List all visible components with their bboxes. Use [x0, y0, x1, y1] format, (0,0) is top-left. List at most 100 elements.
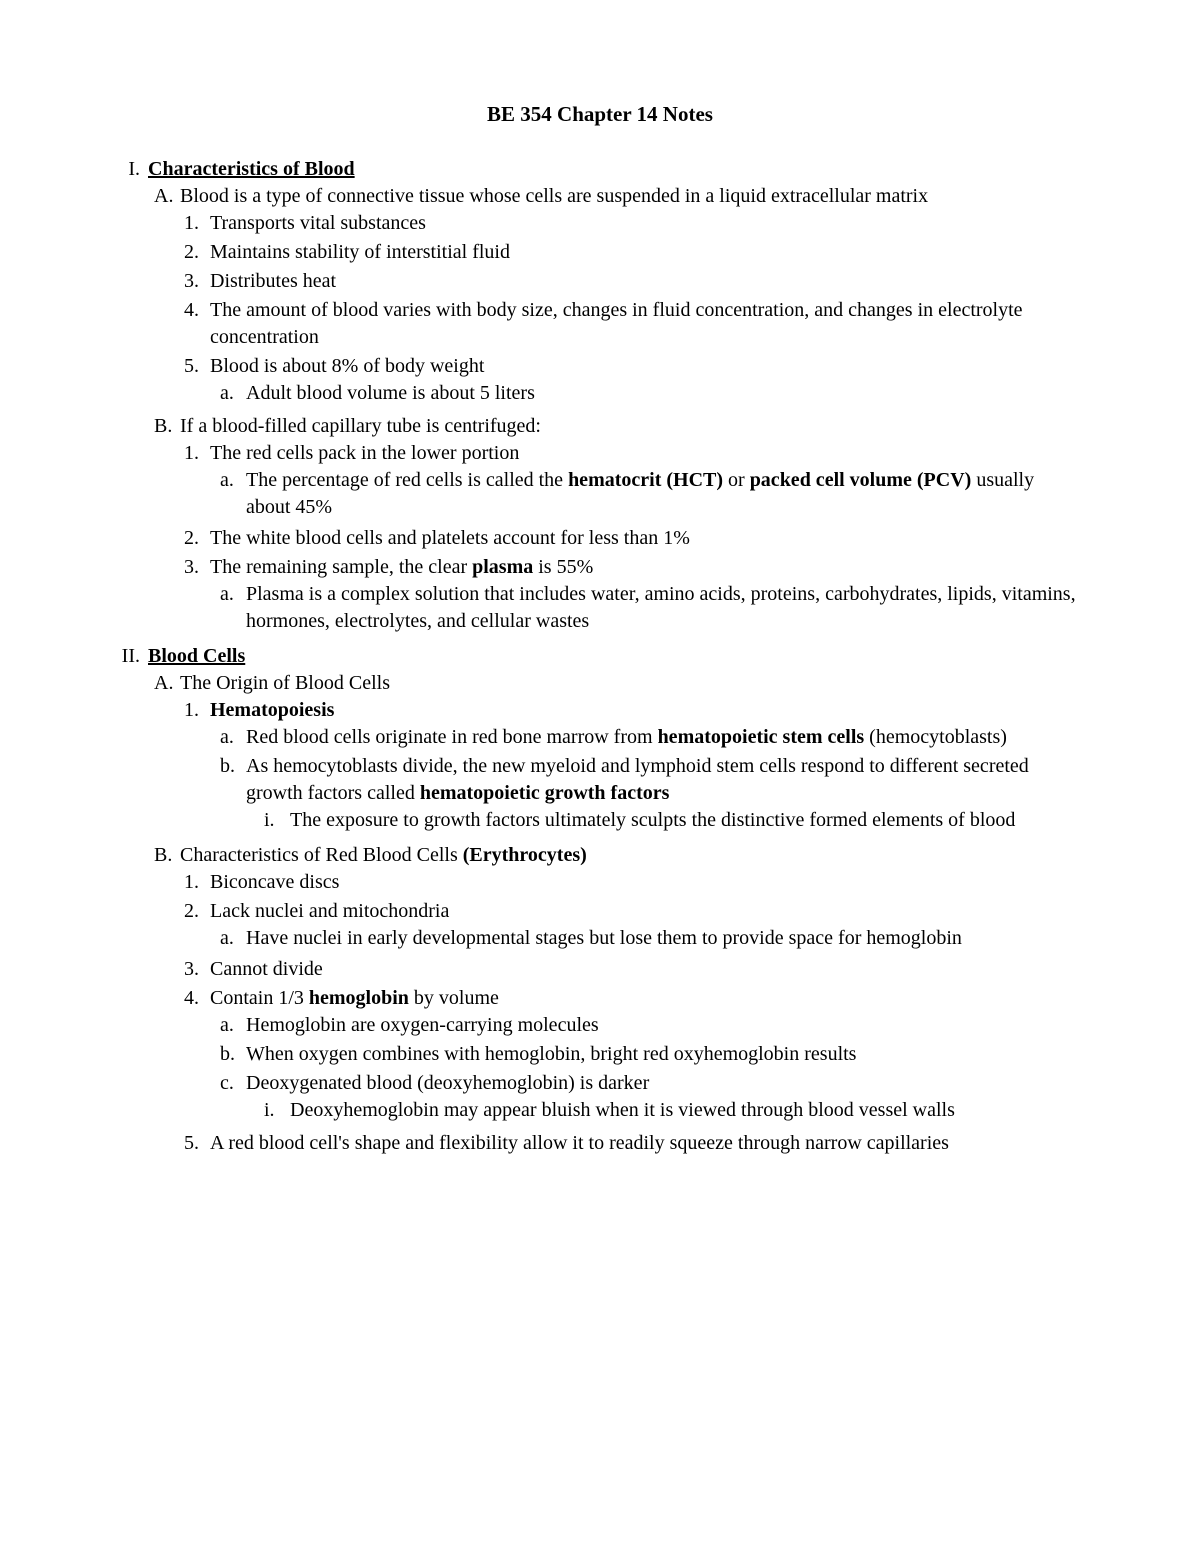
item-I-A-4: 4. The amount of blood varies with body … — [184, 297, 1080, 351]
alpha-marker: A. — [154, 183, 180, 411]
item-I-B-2: 2. The white blood cells and platelets a… — [184, 525, 1080, 552]
num-content: The red cells pack in the lower portion … — [210, 440, 1080, 523]
text: When oxygen combines with hemoglobin, br… — [246, 1041, 1080, 1068]
text-mid: or — [723, 469, 750, 491]
item-I-B-1: 1. The red cells pack in the lower porti… — [184, 440, 1080, 523]
alpha-list: A. Blood is a type of connective tissue … — [154, 183, 1080, 639]
lc-content: The percentage of red cells is called th… — [246, 467, 1080, 521]
alpha-list: A. The Origin of Blood Cells 1. Hematopo… — [154, 670, 1080, 1159]
text: Have nuclei in early developmental stage… — [246, 925, 1080, 952]
num-content: Hematopoiesis a. Red blood cells origina… — [210, 697, 1080, 838]
num-content: The remaining sample, the clear plasma i… — [210, 554, 1080, 637]
lc-list: a. Red blood cells originate in red bone… — [220, 724, 1080, 836]
lc-content: Deoxygenated blood (deoxyhemoglobin) is … — [246, 1070, 1080, 1126]
lc-content: Red blood cells originate in red bone ma… — [246, 724, 1080, 751]
text: Maintains stability of interstitial flui… — [210, 239, 1080, 266]
num-list: 1. Transports vital substances 2. Mainta… — [184, 210, 1080, 409]
text: The amount of blood varies with body siz… — [210, 297, 1080, 351]
alpha-content: The Origin of Blood Cells 1. Hematopoies… — [180, 670, 1080, 840]
item-I-A-2: 2. Maintains stability of interstitial f… — [184, 239, 1080, 266]
num-marker: 2. — [184, 898, 210, 954]
num-marker: 1. — [184, 869, 210, 896]
item-I-A: A. Blood is a type of connective tissue … — [154, 183, 1080, 411]
text-bold: Hematopoiesis — [210, 699, 334, 721]
item-II-B: B. Characteristics of Red Blood Cells (E… — [154, 842, 1080, 1159]
alpha-content: If a blood-filled capillary tube is cent… — [180, 413, 1080, 639]
item-II-B-2-a: a. Have nuclei in early developmental st… — [220, 925, 1080, 952]
rsm-marker: i. — [264, 1097, 290, 1124]
section-content: Characteristics of Blood A. Blood is a t… — [148, 156, 1080, 641]
item-II-B-4-b: b. When oxygen combines with hemoglobin,… — [220, 1041, 1080, 1068]
num-marker: 1. — [184, 440, 210, 523]
text: Plasma is a complex solution that includ… — [246, 581, 1080, 635]
lc-marker: b. — [220, 1041, 246, 1068]
text-bold: hemoglobin — [309, 987, 409, 1009]
text: Biconcave discs — [210, 869, 1080, 896]
num-content: Contain 1/3 hemoglobin by volume a. Hemo… — [210, 985, 1080, 1128]
lc-marker: b. — [220, 753, 246, 836]
text: Deoxyhemoglobin may appear bluish when i… — [290, 1097, 1080, 1124]
item-II-B-4-c-i: i. Deoxyhemoglobin may appear bluish whe… — [264, 1097, 1080, 1124]
text-bold: hematopoietic growth factors — [420, 782, 670, 804]
num-marker: 2. — [184, 239, 210, 266]
text: Transports vital substances — [210, 210, 1080, 237]
item-II-B-2: 2. Lack nuclei and mitochondria a. Have … — [184, 898, 1080, 954]
text-bold: plasma — [472, 556, 533, 578]
lc-marker: a. — [220, 1012, 246, 1039]
section-heading: Characteristics of Blood — [148, 158, 355, 180]
num-marker: 3. — [184, 268, 210, 295]
lc-marker: a. — [220, 581, 246, 635]
lc-list: a. Adult blood volume is about 5 liters — [220, 380, 1080, 407]
text: Blood is a type of connective tissue who… — [180, 185, 928, 207]
lc-marker: a. — [220, 724, 246, 751]
text: If a blood-filled capillary tube is cent… — [180, 415, 541, 437]
num-content: Lack nuclei and mitochondria a. Have nuc… — [210, 898, 1080, 954]
outline-root: I. Characteristics of Blood A. Blood is … — [120, 156, 1080, 1161]
lc-marker: c. — [220, 1070, 246, 1126]
item-I-B-3: 3. The remaining sample, the clear plasm… — [184, 554, 1080, 637]
text-pre: Red blood cells originate in red bone ma… — [246, 726, 658, 748]
num-marker: 2. — [184, 525, 210, 552]
item-II-A-1-b-i: i. The exposure to growth factors ultima… — [264, 807, 1080, 834]
num-marker: 5. — [184, 1130, 210, 1157]
item-II-B-3: 3. Cannot divide — [184, 956, 1080, 983]
item-II-B-4-a: a. Hemoglobin are oxygen-carrying molecu… — [220, 1012, 1080, 1039]
alpha-marker: B. — [154, 413, 180, 639]
item-I-A-3: 3. Distributes heat — [184, 268, 1080, 295]
num-marker: 4. — [184, 985, 210, 1128]
text-post: is 55% — [533, 556, 593, 578]
rsm-list: i. The exposure to growth factors ultima… — [264, 807, 1080, 834]
text: The red cells pack in the lower portion — [210, 442, 519, 464]
item-I-B-3-a: a. Plasma is a complex solution that inc… — [220, 581, 1080, 635]
section-heading: Blood Cells — [148, 645, 245, 667]
num-marker: 4. — [184, 297, 210, 351]
lc-marker: a. — [220, 380, 246, 407]
num-marker: 1. — [184, 210, 210, 237]
item-I-A-1: 1. Transports vital substances — [184, 210, 1080, 237]
alpha-content: Characteristics of Red Blood Cells (Eryt… — [180, 842, 1080, 1159]
lc-content: As hemocytoblasts divide, the new myeloi… — [246, 753, 1080, 836]
text-post: (hemocytoblasts) — [864, 726, 1007, 748]
text: Lack nuclei and mitochondria — [210, 900, 449, 922]
item-II-B-5: 5. A red blood cell's shape and flexibil… — [184, 1130, 1080, 1157]
text-bold: hematocrit (HCT) — [568, 469, 723, 491]
item-II-B-4: 4. Contain 1/3 hemoglobin by volume a. H… — [184, 985, 1080, 1128]
num-content: Blood is about 8% of body weight a. Adul… — [210, 353, 1080, 409]
num-list: 1. The red cells pack in the lower porti… — [184, 440, 1080, 637]
item-II-A-1: 1. Hematopoiesis a. Red blood cells orig… — [184, 697, 1080, 838]
text: The white blood cells and platelets acco… — [210, 525, 1080, 552]
alpha-marker: A. — [154, 670, 180, 840]
text-bold: (Erythrocytes) — [463, 844, 587, 866]
text: The Origin of Blood Cells — [180, 672, 390, 694]
num-list: 1. Hematopoiesis a. Red blood cells orig… — [184, 697, 1080, 838]
text: A red blood cell's shape and flexibility… — [210, 1130, 1080, 1157]
rsm-list: i. Deoxyhemoglobin may appear bluish whe… — [264, 1097, 1080, 1124]
roman-marker: I. — [120, 156, 148, 641]
roman-marker: II. — [120, 643, 148, 1161]
num-list: 1. Biconcave discs 2. Lack nuclei and mi… — [184, 869, 1080, 1157]
lc-list: a. The percentage of red cells is called… — [220, 467, 1080, 521]
text: Distributes heat — [210, 268, 1080, 295]
text: Deoxygenated blood (deoxyhemoglobin) is … — [246, 1072, 649, 1094]
item-I-A-5: 5. Blood is about 8% of body weight a. A… — [184, 353, 1080, 409]
text-post: by volume — [409, 987, 499, 1009]
